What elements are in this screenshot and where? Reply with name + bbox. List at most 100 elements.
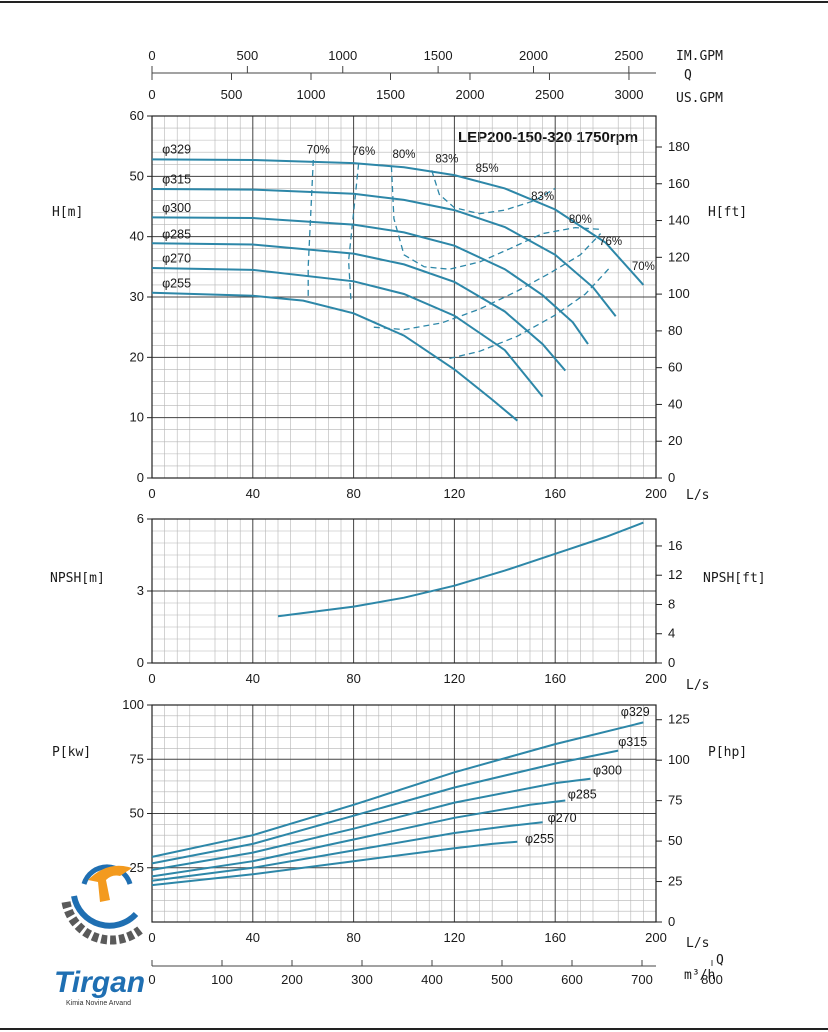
m3h-tick-label: 600 [561,972,583,987]
y-right-tick-label: 25 [668,874,682,889]
q-label-bottom: Q [716,953,724,968]
x-tick-label: 40 [246,486,260,501]
us-gpm-tick-label: 500 [221,87,243,102]
y-tick-label: 3 [137,583,144,598]
efficiency-label: 83% [435,153,458,165]
y-right-tick-label: 8 [668,596,675,611]
top-axis-ticks: 0 500 1000 1500 2000 2500 0 500 1000 1500 2000 2500… [148,48,643,102]
x-tick-label: 80 [346,671,360,686]
y-right-tick-label: 0 [668,470,675,485]
y-right-tick-label: 100 [668,752,690,767]
im-gpm-tick-label: 1500 [424,48,453,63]
m3h-tick-label: 400 [421,972,443,987]
efficiency-label: 80% [392,149,415,161]
y-tick-label: 0 [137,655,144,670]
tirgan-logo: Tirgan Kimia Novine Arvand [54,864,145,1007]
y-right-tick-label: 20 [668,433,682,448]
series-line-h [151,188,617,317]
x-tick-label: 80 [346,930,360,945]
series-label: φ255 [162,276,191,290]
x-tick-label: 200 [645,486,667,501]
im-gpm-tick-label: 1000 [328,48,357,63]
m3h-axis-ticks: 0 100 200 300 400 500 600 700 800 [148,960,723,987]
series-label: φ300 [162,201,191,215]
gear-icon [61,864,143,945]
series-label: φ315 [162,173,191,187]
x-tick-label: 160 [544,486,566,501]
x-tick-label: 0 [148,486,155,501]
m3h-tick-label: 800 [701,972,723,987]
y-tick-label: 6 [137,511,144,526]
efficiency-label: 85% [476,163,499,175]
series-line-h [151,291,519,422]
series-line-h [151,216,589,345]
npsh-m-label: NPSH[m] [50,571,105,586]
y-tick-label: 25 [130,860,144,875]
efficiency-line [307,159,314,300]
m3h-axis: m³/h Q [684,953,724,983]
x-tick-label: 40 [246,930,260,945]
us-gpm-tick-label: 3000 [615,87,644,102]
series-label: φ329 [621,705,650,719]
im-gpm-tick-label: 2000 [519,48,548,63]
y-right-tick-label: 12 [668,567,682,582]
series-line-p [151,721,644,858]
m3h-label: m³/h [684,968,715,983]
y-tick-label: 40 [130,229,144,244]
x-tick-label: 160 [544,671,566,686]
logo-subtitle: Kimia Novine Arvand [66,1000,131,1007]
im-gpm-label: IM.GPM [676,49,723,64]
us-gpm-tick-label: 1000 [297,87,326,102]
im-gpm-tick-label: 0 [148,48,155,63]
x-tick-label: 200 [645,930,667,945]
efficiency-label: 80% [569,214,592,226]
y-tick-label: 30 [130,289,144,304]
x-tick-label: 40 [246,671,260,686]
y-tick-label: 75 [130,751,144,766]
m3h-tick-label: 0 [148,972,155,987]
series-line-p [151,777,591,871]
efficiency-line [449,266,612,360]
series-label: φ285 [162,227,191,241]
y-right-tick-label: 16 [668,538,682,553]
y-tick-label: 50 [130,806,144,821]
logo-wordmark: Tirgan [54,966,145,999]
series-label: φ285 [568,787,597,801]
m3h-tick-label: 300 [351,972,373,987]
y-tick-label: 0 [137,470,144,485]
m3h-tick-label: 200 [281,972,303,987]
us-gpm-tick-label: 0 [148,87,155,102]
q-label-top: Q [684,68,692,83]
npsh-panel: NPSH[m] NPSH[ft] L/s [50,571,766,693]
x-tick-label: 160 [544,930,566,945]
efficiency-label: 70% [632,261,655,273]
series-label: φ255 [525,832,554,846]
efficiency-line [390,166,601,270]
series-line-n [277,521,644,618]
y-right-tick-label: 120 [668,249,690,264]
ls-label-n: L/s [686,678,709,693]
series-line-p [151,840,518,887]
y-right-tick-label: 75 [668,793,682,808]
y-right-tick-label: 4 [668,626,675,641]
p-kw-label: P[kw] [52,745,91,760]
efficiency-label: 76% [599,236,622,248]
y-tick-label: 50 [130,168,144,183]
efficiency-label: 70% [307,144,330,156]
series-line-p [151,749,619,865]
y-tick-label: 60 [130,108,144,123]
m3h-tick-label: 100 [211,972,233,987]
series-label: φ329 [162,142,191,156]
x-tick-label: 200 [645,671,667,686]
x-tick-label: 120 [444,671,466,686]
series-line-p [151,799,566,878]
y-right-tick-label: 125 [668,712,690,727]
y-right-tick-label: 0 [668,655,675,670]
efficiency-label: 83% [531,191,554,203]
x-tick-label: 120 [444,930,466,945]
efficiency-line [431,170,556,215]
series-line-h [151,242,567,372]
us-gpm-label: US.GPM [676,91,723,106]
